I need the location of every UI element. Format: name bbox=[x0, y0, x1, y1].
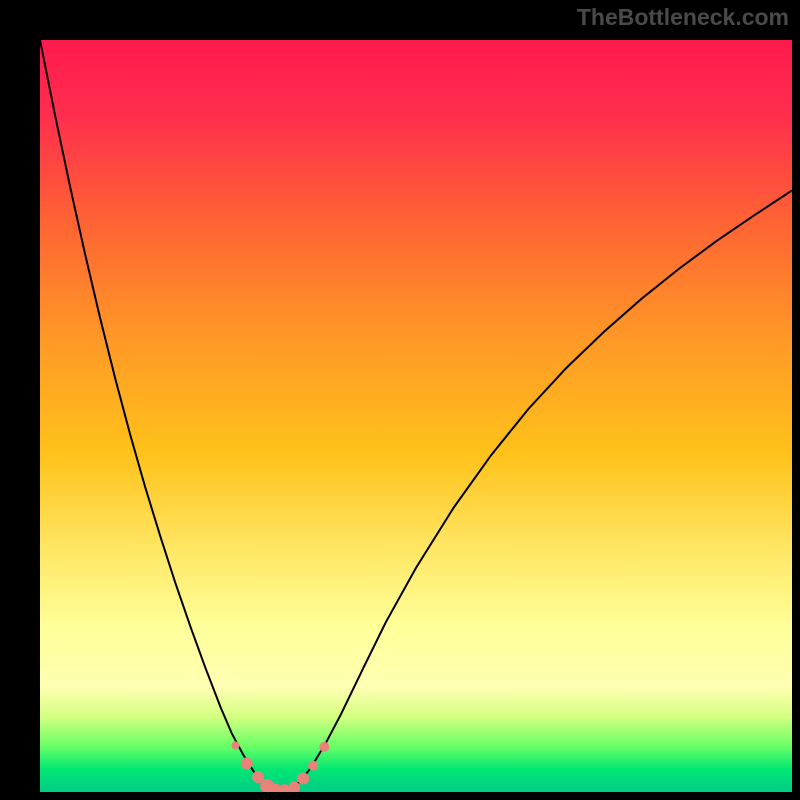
plot-area bbox=[40, 40, 792, 792]
data-marker bbox=[319, 742, 329, 752]
curve-right-branch bbox=[281, 190, 792, 792]
curve-overlay bbox=[40, 40, 792, 792]
curve-left-branch bbox=[40, 40, 281, 792]
data-marker bbox=[241, 757, 253, 769]
data-marker bbox=[297, 772, 309, 784]
chart-container: TheBottleneck.com bbox=[0, 0, 800, 800]
data-marker bbox=[232, 741, 240, 749]
data-marker bbox=[308, 761, 318, 771]
watermark-text: TheBottleneck.com bbox=[577, 4, 789, 31]
